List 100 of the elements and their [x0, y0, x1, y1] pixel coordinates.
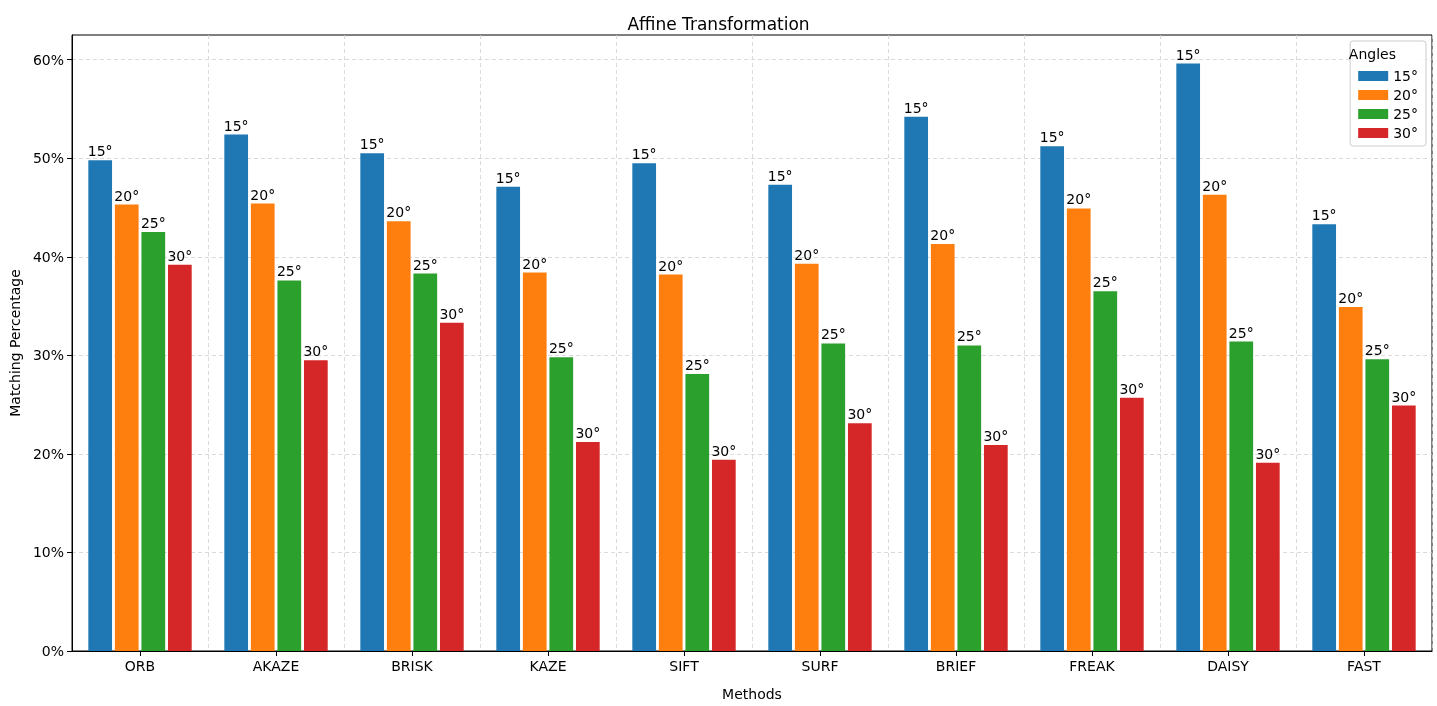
bar	[1093, 291, 1118, 651]
bar	[167, 264, 192, 651]
annotation: 15°	[87, 143, 113, 160]
y-axis-title: Matching Percentage	[7, 269, 23, 417]
annotation: 15°	[223, 117, 249, 134]
bar	[1338, 307, 1363, 651]
annotation: 20°	[1066, 191, 1092, 208]
annotation: 30°	[847, 406, 873, 423]
annotation: 25°	[140, 215, 166, 232]
annotation: 30°	[983, 428, 1009, 445]
bar	[114, 204, 139, 651]
bar	[685, 374, 710, 651]
y-tick-label: 10%	[32, 544, 65, 561]
bar	[904, 116, 929, 651]
annotation: 25°	[820, 326, 846, 343]
bar	[1040, 146, 1065, 651]
bar	[983, 445, 1008, 651]
annotation: 15°	[631, 146, 657, 163]
annotation: 15°	[1175, 46, 1201, 63]
bar	[632, 163, 657, 651]
bar	[1066, 208, 1091, 651]
bar	[1255, 462, 1280, 651]
annotation: 15°	[359, 136, 385, 153]
annotation: 25°	[276, 263, 302, 280]
bar	[1391, 405, 1416, 651]
bar	[413, 273, 438, 651]
annotation: 20°	[794, 246, 820, 263]
bar	[360, 153, 385, 651]
x-tick-label: FREAK	[1069, 658, 1116, 674]
bar	[141, 232, 166, 651]
legend-label: 25°	[1393, 106, 1419, 122]
annotation: 15°	[1311, 207, 1337, 224]
annotation: 30°	[1119, 380, 1145, 397]
annotation: 20°	[1338, 290, 1364, 307]
annotation: 30°	[575, 425, 601, 442]
bar	[277, 280, 302, 651]
annotation: 30°	[1255, 445, 1281, 462]
annotation: 25°	[1092, 274, 1118, 291]
annotation: 25°	[684, 357, 710, 374]
annotation: 25°	[412, 256, 438, 273]
annotation: 20°	[930, 226, 956, 243]
annotation: 30°	[303, 343, 329, 360]
annotation: 30°	[439, 305, 465, 322]
bar	[1365, 359, 1390, 651]
bar	[768, 184, 793, 651]
y-tick-label: 40%	[32, 248, 65, 265]
annotation: 30°	[711, 442, 737, 459]
annotation: 20°	[658, 257, 684, 274]
legend-label: 20°	[1393, 87, 1419, 103]
annotation: 15°	[903, 99, 929, 116]
bar	[821, 343, 846, 651]
bar	[1312, 224, 1337, 651]
x-tick-label: BRISK	[391, 658, 434, 674]
bar	[439, 322, 464, 651]
x-tick-label: DAISY	[1207, 658, 1250, 674]
bar	[847, 423, 872, 651]
annotation: 25°	[1364, 342, 1390, 359]
annotation: 15°	[495, 169, 521, 186]
x-tick-label: FAST	[1347, 658, 1382, 674]
annotation: 20°	[522, 255, 548, 272]
legend-title: Angles	[1348, 46, 1397, 62]
annotation: 25°	[956, 328, 982, 345]
x-tick-label: AKAZE	[252, 658, 300, 674]
annotation: 25°	[1228, 324, 1254, 341]
bar	[1229, 341, 1254, 651]
bar	[386, 221, 411, 651]
chart-title: Affine Transformation	[627, 13, 810, 34]
y-tick-label: 50%	[32, 150, 65, 167]
legend-label: 15°	[1393, 68, 1419, 84]
bar	[224, 134, 249, 651]
bar	[549, 357, 574, 651]
bar	[1119, 397, 1144, 651]
annotation: 20°	[114, 187, 140, 204]
bar	[1176, 63, 1201, 651]
annotation: 15°	[1039, 129, 1065, 146]
legend-label: 30°	[1393, 125, 1419, 141]
bar	[496, 186, 521, 651]
annotation: 30°	[167, 247, 193, 264]
y-tick-label: 0%	[41, 643, 65, 659]
bar	[957, 345, 982, 651]
annotation: 20°	[250, 186, 276, 203]
bar	[303, 360, 328, 651]
x-axis-title: Methods	[722, 686, 782, 702]
bar	[250, 203, 275, 651]
bar	[658, 274, 683, 651]
annotation: 25°	[548, 340, 574, 357]
x-tick-label: SURF	[801, 658, 839, 674]
x-tick-label: SIFT	[669, 658, 700, 674]
x-tick-label: ORB	[124, 658, 156, 674]
bar	[575, 442, 600, 651]
bar	[88, 160, 113, 651]
annotation: 20°	[1202, 177, 1228, 194]
bar	[711, 459, 736, 651]
y-tick-label: 60%	[32, 51, 65, 68]
x-tick-label: KAZE	[529, 658, 567, 674]
annotation: 20°	[386, 204, 412, 221]
annotation: 30°	[1391, 388, 1417, 405]
x-tick-label: BRIEF	[935, 658, 977, 674]
bar	[1202, 194, 1227, 651]
y-tick-label: 20%	[32, 445, 65, 462]
